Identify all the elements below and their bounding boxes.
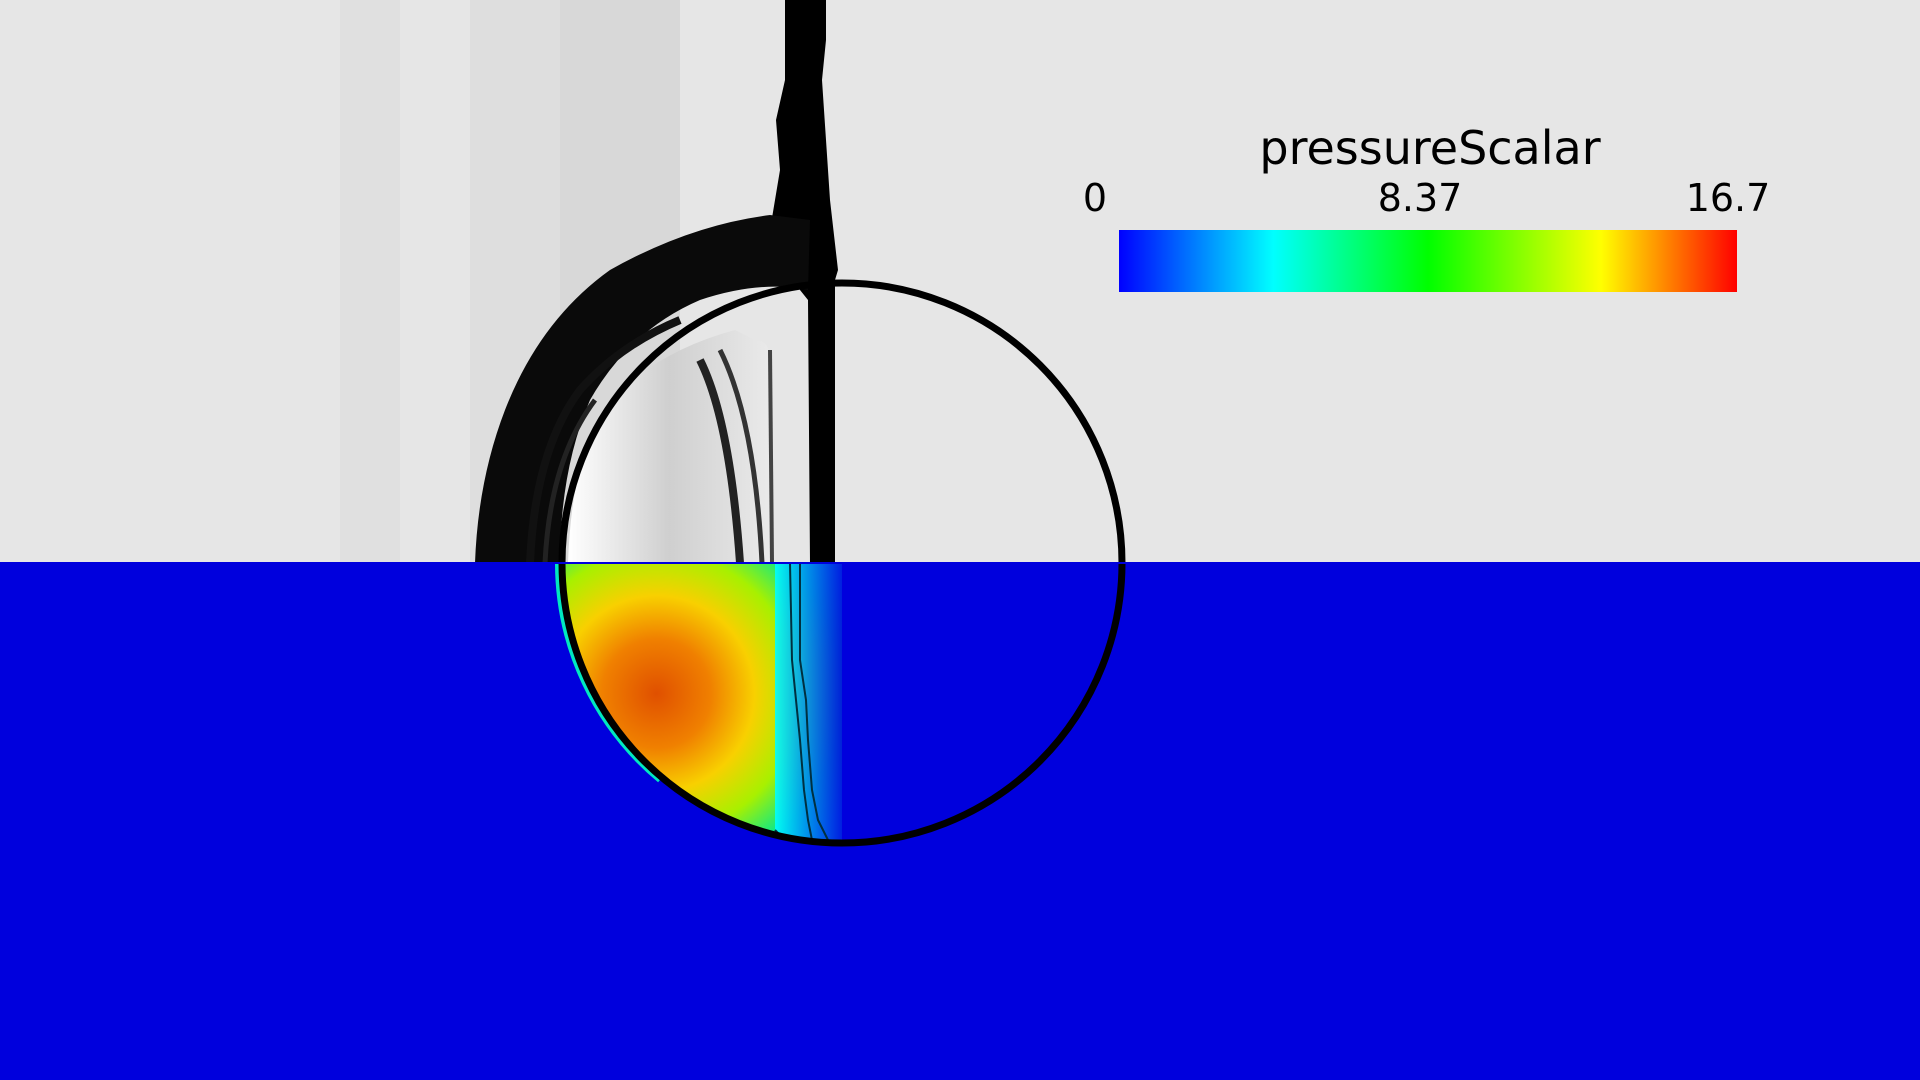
pressure-fade xyxy=(775,563,842,845)
lower-pressure-field xyxy=(0,563,1920,1080)
shell-inner xyxy=(568,330,770,563)
droplet-outline-lower xyxy=(560,562,1124,845)
legend-title: pressureScalar xyxy=(1259,121,1601,175)
legend-max-label: 16.7 xyxy=(1685,176,1771,220)
shell-ring xyxy=(542,398,598,564)
legend-mid-label: 8.37 xyxy=(1377,176,1463,220)
shell-ring xyxy=(717,348,765,564)
grey-streak xyxy=(340,0,400,563)
legend-min-label: 0 xyxy=(1082,176,1108,220)
color-legend: pressureScalar 0 8.37 16.7 xyxy=(1070,118,1790,308)
shell-ring xyxy=(526,316,682,564)
legend-colorbar xyxy=(1119,230,1737,292)
shell-ring xyxy=(696,358,744,564)
pressure-contour xyxy=(799,563,829,841)
shell-ring xyxy=(768,349,774,564)
